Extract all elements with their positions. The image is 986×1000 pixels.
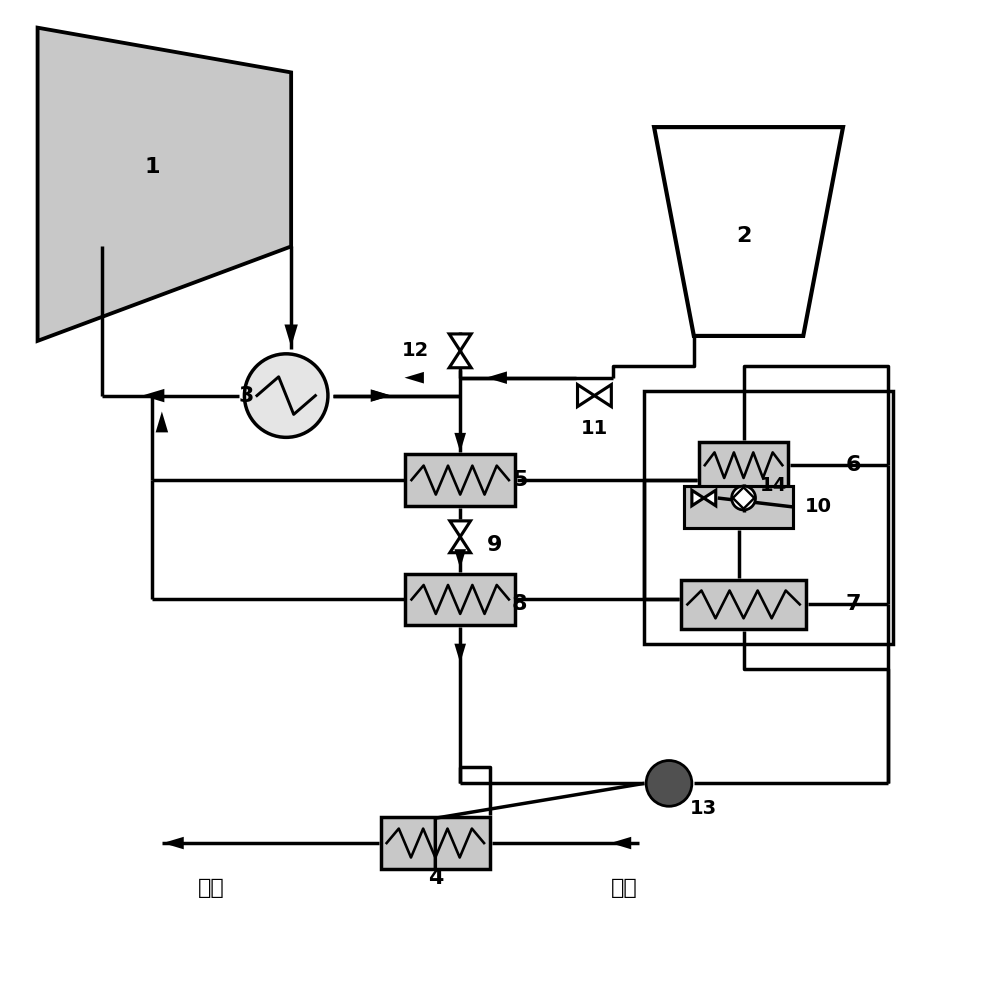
Circle shape: [245, 354, 328, 437]
Bar: [684, 486, 794, 528]
Polygon shape: [371, 390, 390, 401]
Polygon shape: [595, 385, 611, 407]
Text: 13: 13: [690, 799, 718, 818]
Text: 7: 7: [845, 594, 861, 614]
Text: 11: 11: [581, 419, 608, 438]
Polygon shape: [450, 351, 471, 368]
Polygon shape: [404, 372, 424, 384]
Polygon shape: [142, 389, 165, 402]
Polygon shape: [371, 389, 391, 402]
Polygon shape: [450, 334, 471, 351]
Bar: [644, 391, 892, 644]
Polygon shape: [455, 644, 466, 663]
Polygon shape: [486, 371, 507, 384]
Bar: [681, 580, 806, 629]
Text: 12: 12: [402, 341, 429, 360]
Text: 9: 9: [487, 535, 503, 555]
Polygon shape: [578, 385, 595, 407]
Polygon shape: [654, 127, 843, 336]
Polygon shape: [450, 521, 470, 537]
Polygon shape: [704, 490, 716, 506]
Polygon shape: [733, 487, 754, 509]
Text: 2: 2: [736, 226, 751, 246]
Polygon shape: [455, 549, 466, 569]
Circle shape: [646, 761, 692, 806]
Text: 8: 8: [512, 594, 528, 614]
Circle shape: [732, 486, 755, 510]
Text: 冷风: 冷风: [611, 878, 638, 898]
Polygon shape: [37, 28, 291, 341]
Bar: [381, 817, 490, 869]
Text: 14: 14: [760, 476, 787, 495]
Polygon shape: [450, 537, 470, 553]
Text: 6: 6: [845, 455, 861, 475]
Text: 4: 4: [428, 868, 443, 888]
Text: 1: 1: [144, 157, 160, 177]
Polygon shape: [284, 324, 298, 347]
Polygon shape: [610, 837, 631, 849]
Polygon shape: [455, 433, 466, 452]
Bar: [699, 442, 789, 488]
Text: 5: 5: [512, 470, 528, 490]
Text: 10: 10: [805, 497, 831, 516]
Text: 3: 3: [239, 386, 254, 406]
Bar: [405, 454, 515, 506]
Polygon shape: [163, 837, 183, 849]
Bar: [405, 574, 515, 625]
Polygon shape: [692, 490, 704, 506]
Text: 热风: 热风: [198, 878, 225, 898]
Polygon shape: [156, 412, 169, 432]
